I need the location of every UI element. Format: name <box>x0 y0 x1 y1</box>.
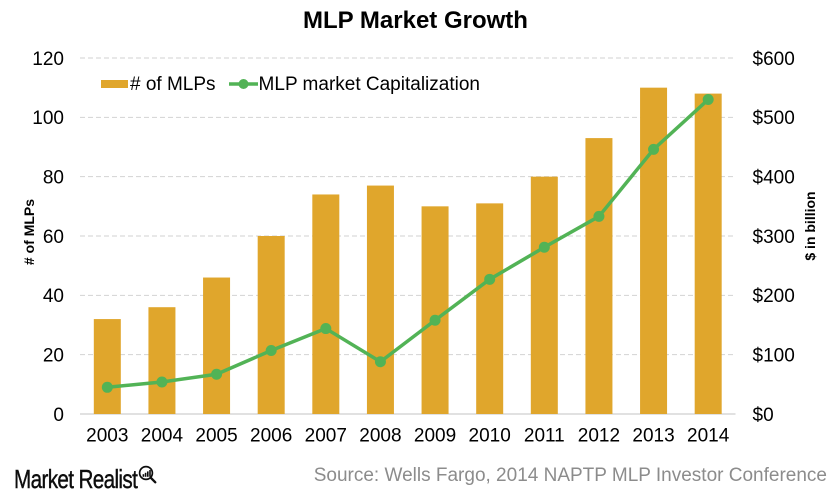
x-tick-label: 2006 <box>250 426 292 447</box>
left-tick-label: 20 <box>43 346 64 367</box>
right-tick-label: $600 <box>753 49 795 70</box>
magnifier-chart-icon <box>138 465 157 484</box>
legend-bar-swatch <box>101 80 128 88</box>
marker-2005 <box>211 368 223 380</box>
bar-2009 <box>421 206 449 414</box>
marker-2011 <box>538 241 550 253</box>
bar-2006 <box>257 236 285 414</box>
left-tick-label: 0 <box>53 405 64 426</box>
left-tick-label: 80 <box>43 168 64 189</box>
right-tick-label: $300 <box>753 227 795 248</box>
marker-2003 <box>101 381 113 393</box>
bar-2010 <box>476 203 504 414</box>
brand-logo-text: Market Realist <box>14 464 138 494</box>
x-tick-label: 2004 <box>141 426 184 447</box>
marker-2006 <box>265 345 277 357</box>
left-tick-label: 100 <box>32 108 64 129</box>
bar-2012 <box>585 138 613 414</box>
marker-2014 <box>702 94 714 106</box>
bar-2011 <box>530 176 558 414</box>
x-tick-label: 2008 <box>359 426 401 447</box>
bar-2005 <box>203 277 231 414</box>
legend-line-label: MLP market Capitalization <box>258 73 480 95</box>
legend-line-marker-icon <box>228 79 258 89</box>
right-tick-label: $500 <box>753 108 795 129</box>
x-tick-label: 2010 <box>469 426 511 447</box>
left-tick-label: 60 <box>43 227 64 248</box>
x-tick-label: 2005 <box>195 426 237 447</box>
x-tick-label: 2013 <box>632 426 674 447</box>
marker-2013 <box>648 143 660 155</box>
x-tick-label: 2003 <box>86 426 128 447</box>
bar-2007 <box>312 194 340 414</box>
marker-2009 <box>429 314 441 326</box>
marker-2012 <box>593 210 605 222</box>
chart-title: MLP Market Growth <box>303 7 528 34</box>
left-axis-title: # of MLPs <box>21 198 37 266</box>
x-tick-label: 2007 <box>305 426 347 447</box>
bar-2003 <box>93 319 121 414</box>
x-tick-label: 2011 <box>524 426 565 447</box>
marker-2008 <box>374 356 386 368</box>
legend: # of MLPs MLP market Capitalization <box>101 72 480 96</box>
right-tick-label: $200 <box>753 286 795 307</box>
bar-2008 <box>366 185 394 414</box>
x-tick-label: 2009 <box>414 426 456 447</box>
source-note: Source: Wells Fargo, 2014 NAPTP MLP Inve… <box>313 465 827 486</box>
x-tick-label: 2012 <box>578 426 620 447</box>
bar-2004 <box>148 307 176 414</box>
marker-2007 <box>320 323 332 335</box>
plot-area: 0 20 40 60 80 100 120 $0 $100 $200 $300 $400 $500 $60… <box>32 49 795 447</box>
legend-bar-label: # of MLPs <box>130 73 216 95</box>
marker-2004 <box>156 376 168 388</box>
right-tick-label: $100 <box>753 346 795 367</box>
bar-2013 <box>640 87 668 415</box>
capitalization-line <box>107 98 710 390</box>
right-tick-label: $400 <box>753 168 795 189</box>
left-tick-label: 120 <box>32 49 64 70</box>
right-tick-label: $0 <box>753 405 774 426</box>
right-axis-title: $ in billion <box>802 191 818 261</box>
bar-2014 <box>694 93 722 414</box>
marker-2010 <box>484 273 496 285</box>
x-tick-label: 2014 <box>687 426 730 447</box>
left-tick-label: 40 <box>43 286 64 307</box>
